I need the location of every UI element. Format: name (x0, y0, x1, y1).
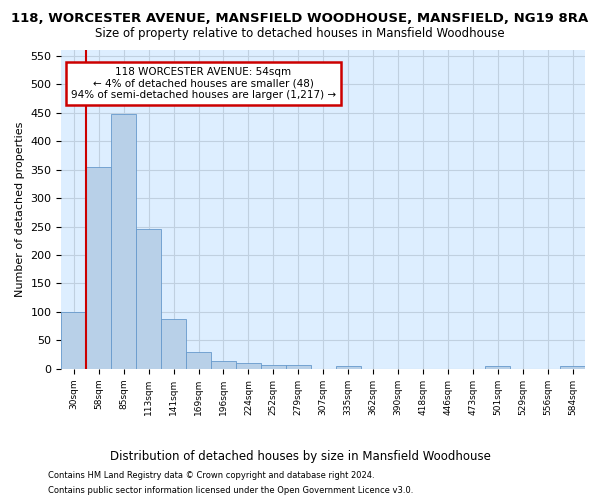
Text: 118, WORCESTER AVENUE, MANSFIELD WOODHOUSE, MANSFIELD, NG19 8RA: 118, WORCESTER AVENUE, MANSFIELD WOODHOU… (11, 12, 589, 26)
Text: Contains HM Land Registry data © Crown copyright and database right 2024.: Contains HM Land Registry data © Crown c… (48, 471, 374, 480)
Y-axis label: Number of detached properties: Number of detached properties (15, 122, 25, 297)
Bar (211, 361, 236, 369)
Text: Distribution of detached houses by size in Mansfield Woodhouse: Distribution of detached houses by size … (110, 450, 490, 463)
Bar (236, 363, 261, 369)
Text: Contains public sector information licensed under the Open Government Licence v3: Contains public sector information licen… (48, 486, 413, 495)
Text: 118 WORCESTER AVENUE: 54sqm
← 4% of detached houses are smaller (48)
94% of semi: 118 WORCESTER AVENUE: 54sqm ← 4% of deta… (71, 67, 336, 100)
Bar (485, 366, 510, 369)
Bar (560, 366, 585, 369)
Bar (111, 114, 136, 369)
Bar (61, 312, 86, 369)
Bar (186, 352, 211, 369)
Bar (261, 366, 286, 369)
Bar (136, 230, 161, 369)
Text: Size of property relative to detached houses in Mansfield Woodhouse: Size of property relative to detached ho… (95, 28, 505, 40)
Bar (335, 366, 361, 369)
Bar (286, 366, 311, 369)
Bar (86, 166, 111, 369)
Bar (161, 319, 186, 369)
